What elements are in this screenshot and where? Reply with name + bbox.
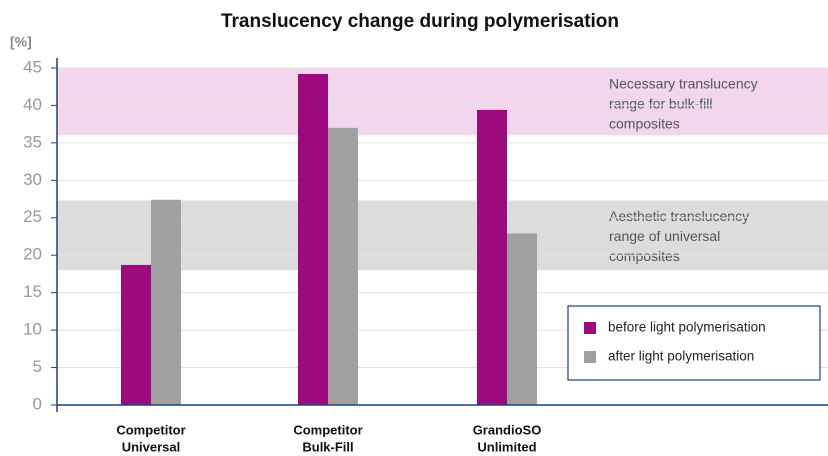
y-tick-label: 5 xyxy=(33,357,42,376)
x-tick-label: Bulk-Fill xyxy=(302,439,353,454)
y-tick-label: 30 xyxy=(23,170,42,189)
x-tick-label: Competitor xyxy=(116,422,185,437)
band-label: Aesthetic translucency xyxy=(609,208,749,224)
range-band xyxy=(57,67,828,136)
band-label: range for bulk-fill xyxy=(609,96,713,112)
y-tick-label: 35 xyxy=(23,132,42,151)
bar xyxy=(328,127,358,406)
bar xyxy=(507,233,537,405)
y-tick-label: 0 xyxy=(33,394,42,413)
bar xyxy=(477,109,507,406)
y-tick-label: 40 xyxy=(23,95,42,114)
band-label: composites xyxy=(609,248,680,264)
y-axis-label: [%] xyxy=(10,34,32,50)
legend-box xyxy=(567,305,821,381)
bar xyxy=(298,73,328,405)
range-band xyxy=(57,200,828,271)
bar xyxy=(151,199,181,405)
y-tick-label: 25 xyxy=(23,207,42,226)
x-tick-label: Competitor xyxy=(293,422,362,437)
x-tick-label: GrandioSO xyxy=(473,422,542,437)
band-label: composites xyxy=(609,116,680,132)
y-tick-label: 15 xyxy=(23,282,42,301)
y-tick-label: 45 xyxy=(23,57,42,76)
y-tick-label: 20 xyxy=(23,245,42,264)
band-label: range of universal xyxy=(609,228,720,244)
bar xyxy=(121,264,151,405)
x-tick-label: Universal xyxy=(122,439,181,454)
legend-swatch xyxy=(584,351,596,363)
x-tick-label: Unlimited xyxy=(477,439,536,454)
chart-title: Translucency change during polymerisatio… xyxy=(221,11,619,32)
band-label: Necessary translucency xyxy=(609,76,758,92)
legend-label: after light polymerisation xyxy=(608,349,754,364)
y-tick-label: 10 xyxy=(23,320,42,339)
legend-label: before light polymerisation xyxy=(608,320,766,335)
legend-swatch xyxy=(584,322,596,334)
